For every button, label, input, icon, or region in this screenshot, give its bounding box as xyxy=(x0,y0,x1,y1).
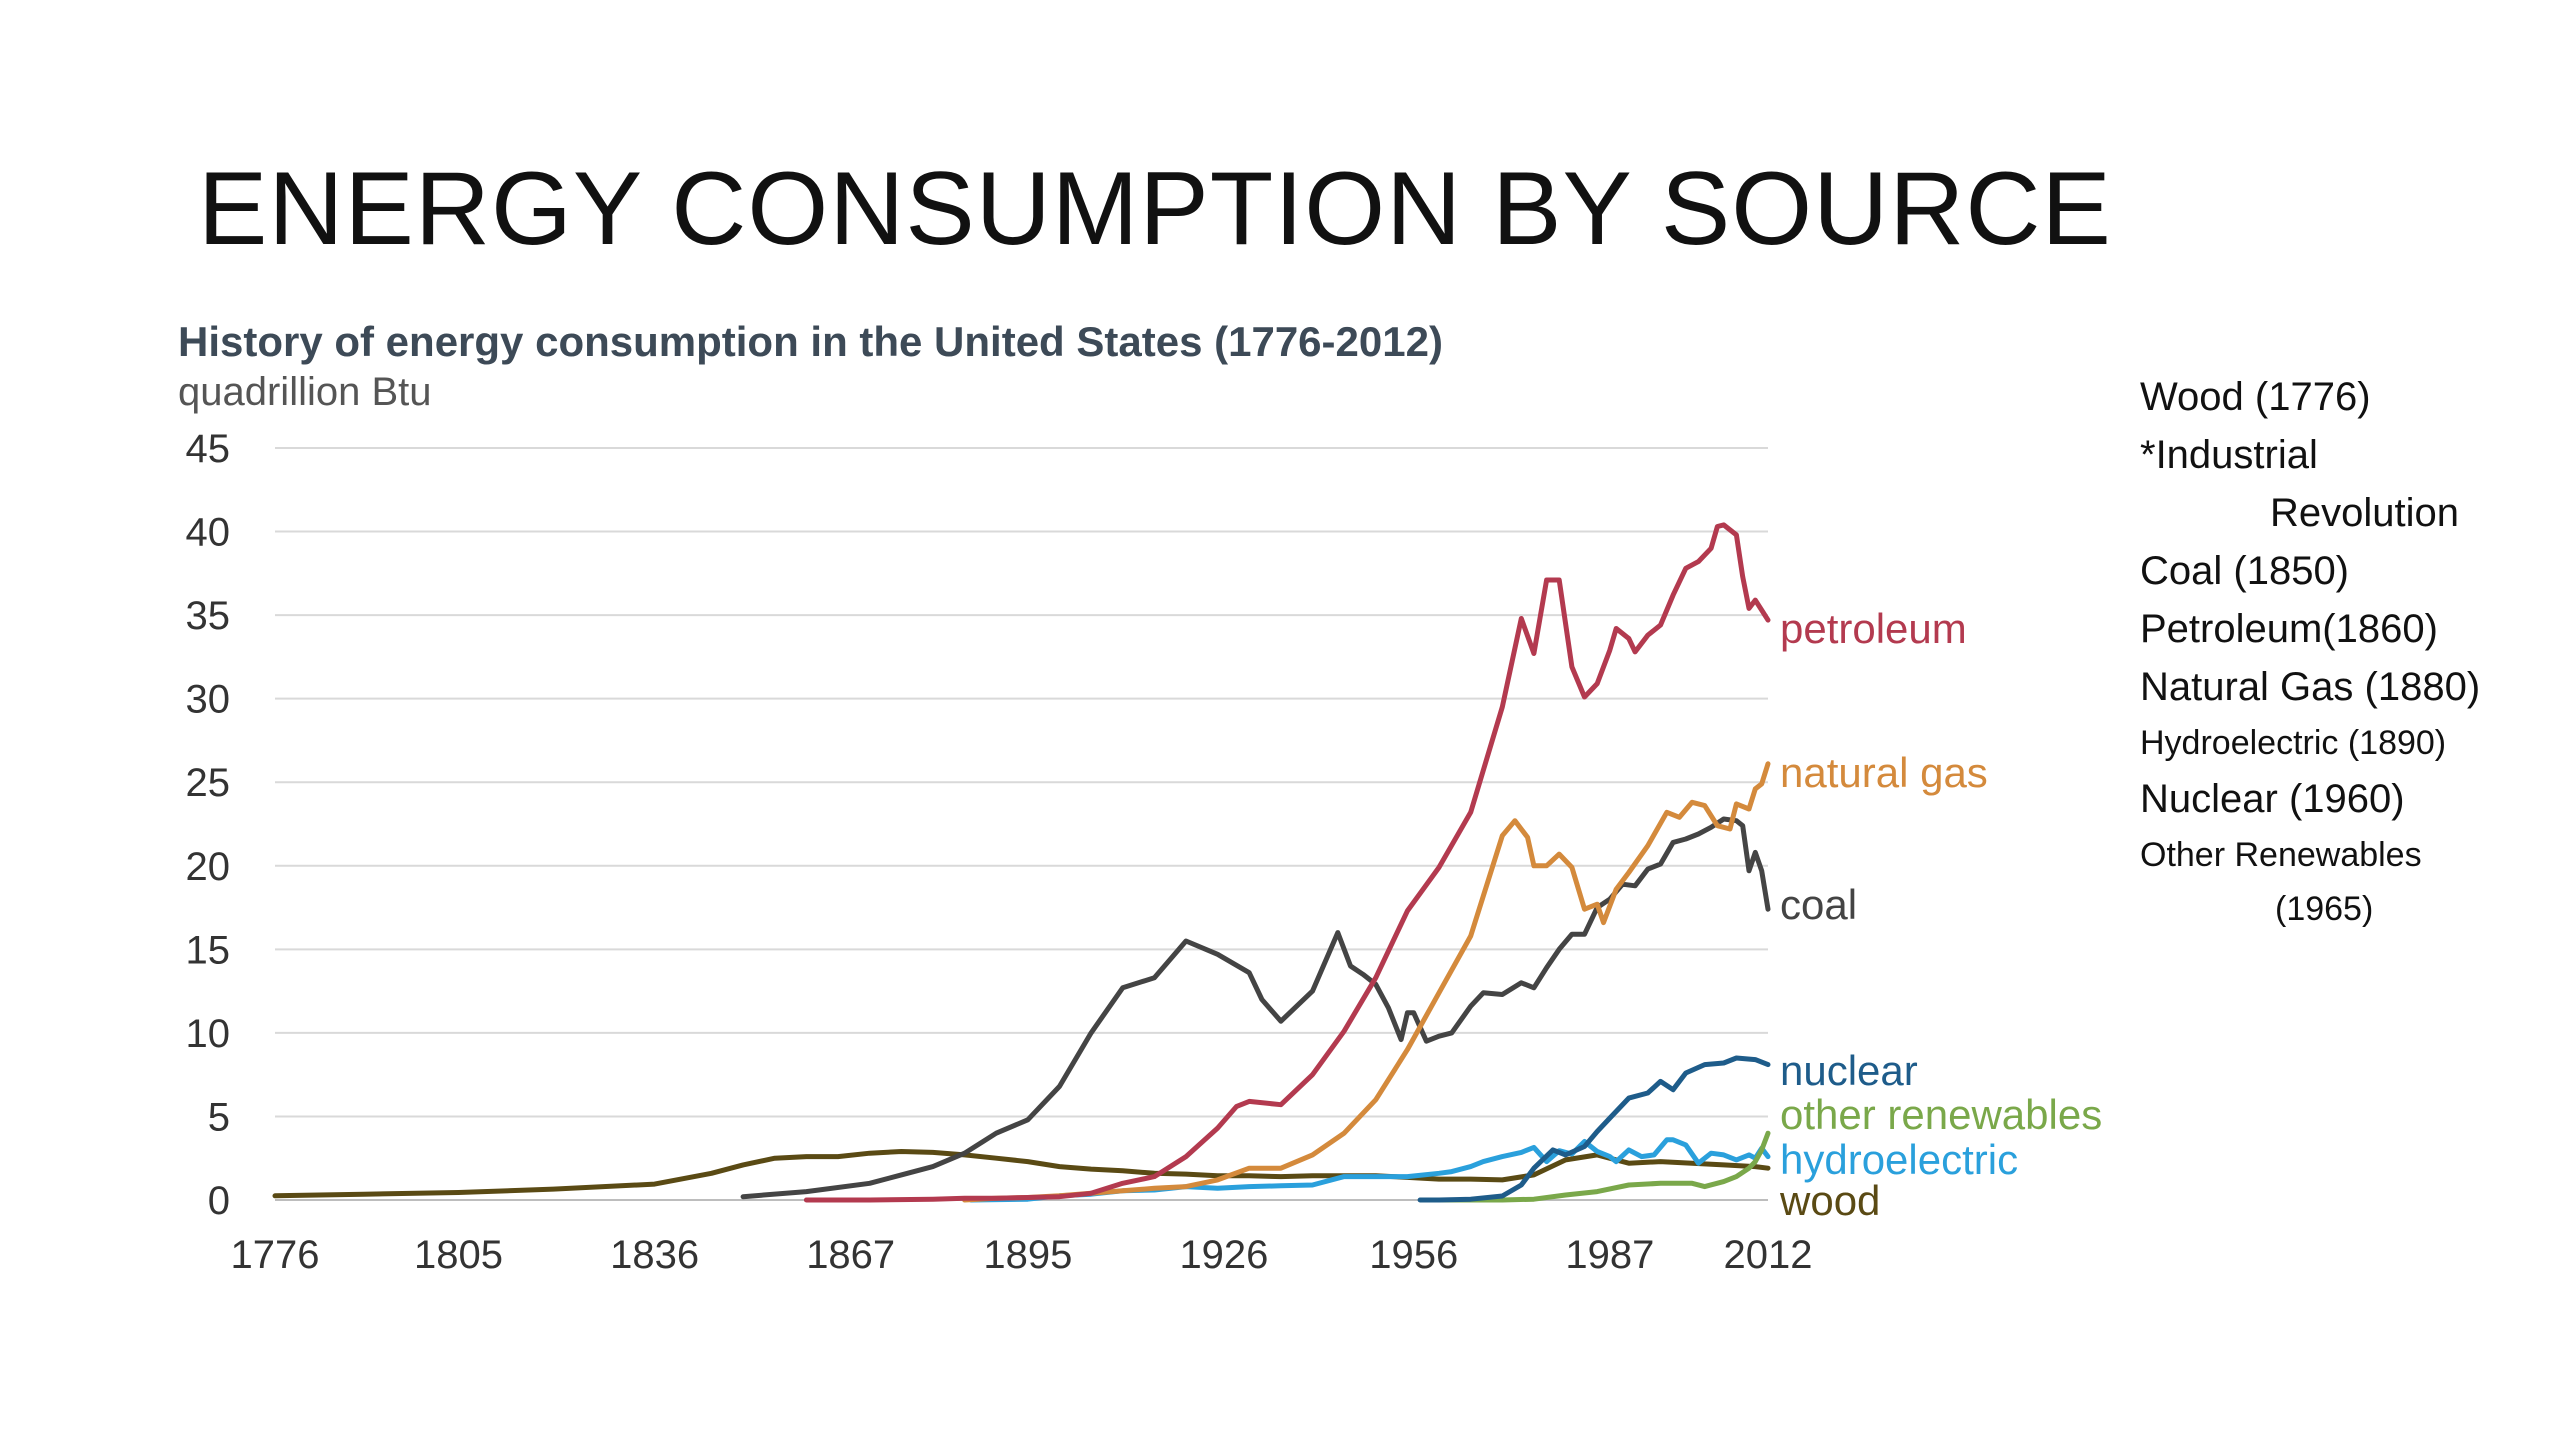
side-note: Nuclear (1960) xyxy=(2140,777,2405,821)
y-tick-label: 10 xyxy=(186,1012,231,1056)
series-label-natural-gas: natural gas xyxy=(1780,749,1988,796)
x-tick-label: 1956 xyxy=(1369,1233,1458,1277)
x-tick-label: 2012 xyxy=(1724,1233,1813,1277)
side-note: (1965) xyxy=(2275,890,2374,928)
side-note: Revolution xyxy=(2270,491,2460,535)
series-label-coal: coal xyxy=(1780,881,1857,928)
chart-subtitle: quadrillion Btu xyxy=(178,370,432,414)
side-note: Natural Gas (1880) xyxy=(2140,665,2481,709)
y-tick-label: 25 xyxy=(186,761,231,805)
y-axis-ticks: 0 5 10 15 20 25 30 35 40 45 xyxy=(186,427,231,1223)
y-tick-label: 45 xyxy=(186,427,231,471)
side-notes: Wood (1776) *Industrial Revolution Coal (18… xyxy=(2140,368,2550,936)
gridlines xyxy=(275,447,1768,1201)
slide-title: ENERGY CONSUMPTION BY SOURCE xyxy=(198,151,2112,267)
side-note: Petroleum(1860) xyxy=(2140,607,2438,651)
series-label-hydroelectric: hydroelectric xyxy=(1780,1136,2018,1183)
y-tick-label: 5 xyxy=(208,1095,230,1139)
series-label-wood: wood xyxy=(1779,1177,1880,1224)
series-label-other-renewables: other renewables xyxy=(1780,1091,2102,1138)
x-tick-label: 1895 xyxy=(983,1233,1072,1277)
x-tick-label: 1836 xyxy=(610,1233,699,1277)
x-tick-label: 1805 xyxy=(414,1233,503,1277)
y-tick-label: 35 xyxy=(186,594,231,638)
y-tick-label: 15 xyxy=(186,928,231,972)
x-tick-label: 1776 xyxy=(231,1233,320,1277)
side-note: Coal (1850) xyxy=(2140,549,2350,593)
y-tick-label: 30 xyxy=(186,678,231,722)
series-label-petroleum: petroleum xyxy=(1780,605,1967,652)
series-line-petroleum xyxy=(803,522,1771,1203)
series-line-natural-gas xyxy=(962,761,1771,1203)
y-tick-label: 0 xyxy=(208,1179,230,1223)
series-line-nuclear xyxy=(1417,1055,1771,1203)
side-note: Other Renewables xyxy=(2140,836,2422,874)
chart-title: History of energy consumption in the Uni… xyxy=(178,318,1443,365)
x-tick-label: 1987 xyxy=(1565,1233,1654,1277)
side-note: *Industrial xyxy=(2140,433,2318,477)
side-note: Hydroelectric (1890) xyxy=(2140,724,2447,762)
y-tick-label: 40 xyxy=(186,511,231,555)
series-line-hydroelectric xyxy=(968,1137,1771,1203)
series-line-coal xyxy=(740,816,1771,1200)
series-line-wood xyxy=(272,1149,1771,1199)
x-tick-label: 1926 xyxy=(1179,1233,1268,1277)
series-lines xyxy=(272,522,1771,1203)
x-tick-label: 1867 xyxy=(806,1233,895,1277)
side-note: Wood (1776) xyxy=(2140,375,2371,419)
x-axis-ticks: 1776 1805 1836 1867 1895 1926 1956 1987 2012 xyxy=(231,1233,1813,1277)
y-tick-label: 20 xyxy=(186,845,231,889)
series-line-other-renewables xyxy=(1436,1130,1771,1203)
series-label-nuclear: nuclear xyxy=(1780,1047,1918,1094)
